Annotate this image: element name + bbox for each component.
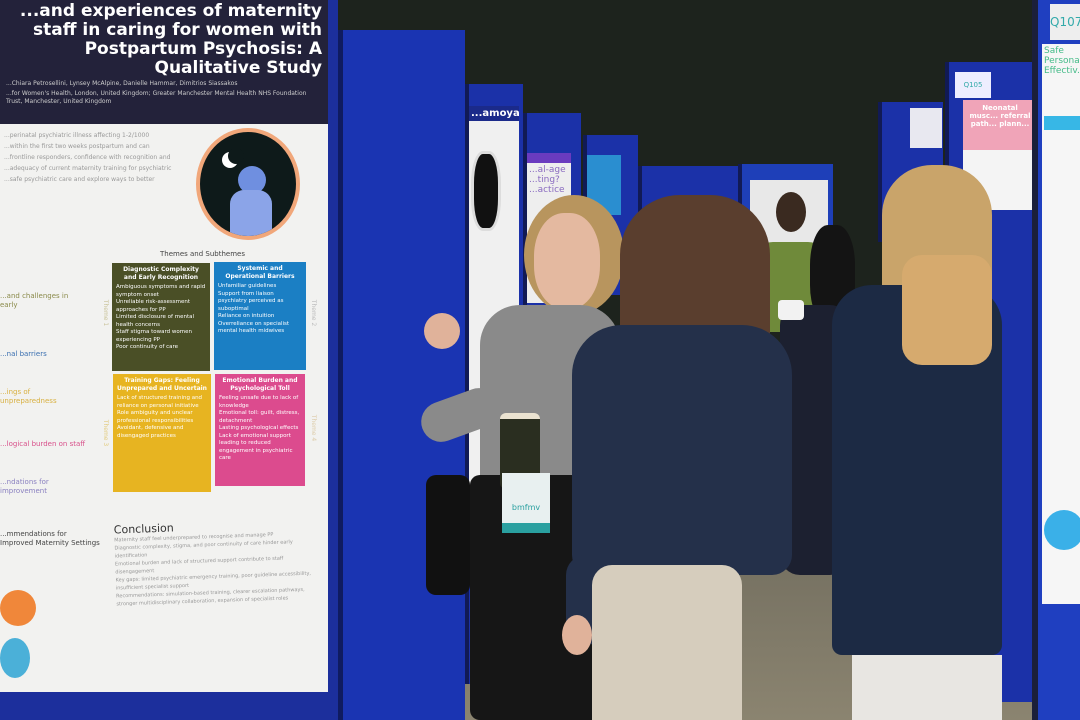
theme-item: Lasting psychological effects <box>219 425 299 431</box>
poster-title: ...and experiences of maternity staff in… <box>19 1 322 78</box>
name-badge: bmfmv <box>502 473 550 533</box>
theme-item: Reliance on intuition <box>218 313 275 319</box>
text-line: ...adequacy of current maternity trainin… <box>4 165 172 172</box>
theme-title: Diagnostic Complexity and Early Recognit… <box>123 266 199 281</box>
themes-heading: Themes and Subthemes <box>160 250 245 258</box>
face <box>534 213 600 309</box>
intro-text: ...perinatal psychiatric illness affecti… <box>4 130 188 185</box>
theme-item: Unfamiliar guidelines <box>218 283 277 289</box>
section-heading: ...nal barriers <box>0 350 47 358</box>
theme-item: Support from liaison psychiatry perceive… <box>218 290 284 312</box>
theme-title: Training Gaps: Feeling Unprepared and Un… <box>117 377 207 392</box>
trousers <box>592 565 742 720</box>
poster-title: Neonatal musc... referral path... plann.… <box>963 100 1037 150</box>
theme-item: Overreliance on specialist mental health… <box>218 320 290 335</box>
section-heading: ...mmendations for Improved Maternity Se… <box>0 530 100 547</box>
person-braided-hair <box>562 195 797 720</box>
text-line: ...safe psychiatric care and explore way… <box>4 176 155 183</box>
theme-3-box: Training Gaps: Feeling Unprepared and Un… <box>113 374 211 492</box>
theme-item: Poor continuity of care <box>116 344 179 350</box>
poster <box>910 108 942 148</box>
circle-graphic <box>0 638 30 678</box>
theme-item: Emotional toll: guilt, distress, detachm… <box>219 410 300 424</box>
hand <box>562 615 592 655</box>
person-blonde-coat <box>832 165 1032 720</box>
poster-authors: ...Chiara Petrosellini, Lynsey McAlpine,… <box>6 80 238 87</box>
theme-item: Lack of emotional support leading to red… <box>219 432 293 462</box>
poster-board: Q107 Safe Persona... Effectiv... <box>1032 0 1080 720</box>
poster: Safe Persona... Effectiv... <box>1042 44 1080 604</box>
poster-code: Q105 <box>955 72 991 98</box>
shoulder-bag <box>426 475 470 595</box>
theme-item: Feeling unsafe due to lack of knowledge <box>219 395 299 409</box>
theme-item: Avoidant, defensive and disengaged pract… <box>117 425 184 439</box>
scan-image <box>471 151 501 231</box>
hand <box>424 313 460 349</box>
theme-label: Theme 2 <box>310 299 318 327</box>
circle-graphic <box>0 590 36 626</box>
theme-label: Theme 3 <box>102 419 110 447</box>
mother-illustration <box>196 128 300 240</box>
section-heading: ...logical burden on staff <box>0 440 86 448</box>
text-line: ...perinatal psychiatric illness affecti… <box>4 132 150 139</box>
section-heading: ...ings of unpreparedness <box>0 388 57 405</box>
theme-item: Limited disclosure of mental health conc… <box>116 314 195 328</box>
theme-title: Emotional Burden and Psychological Toll <box>222 377 298 392</box>
theme-label: Theme 1 <box>102 299 110 327</box>
theme-1-box: Diagnostic Complexity and Early Recognit… <box>112 263 210 371</box>
theme-item: Unreliable risk-assessment approaches fo… <box>116 299 191 313</box>
poster-title: Safe Persona... Effectiv... <box>1044 46 1080 76</box>
cup <box>778 300 804 320</box>
theme-4-box: Emotional Burden and Psychological Toll … <box>215 374 305 486</box>
main-poster: ...and experiences of maternity staff in… <box>0 0 328 692</box>
poster-title: ...amoya <box>469 106 520 121</box>
text-line: ...frontline responders, confidence with… <box>4 154 171 161</box>
theme-item: Ambiguous symptoms and rapid symptom ons… <box>116 284 206 298</box>
poster-affiliations: ...for Women's Health, London, United Ki… <box>6 90 307 105</box>
theme-item: Lack of structured training and reliance… <box>117 395 203 409</box>
theme-item: Role ambiguity and unclear professional … <box>117 410 194 424</box>
section-heading: ...ndations for improvement <box>0 478 49 495</box>
conclusion-section: Conclusion Maternity staff feel underpre… <box>114 517 317 609</box>
poster-board <box>337 30 465 720</box>
theme-2-box: Systemic and Operational Barriers Unfami… <box>214 262 306 370</box>
figure <box>238 166 266 194</box>
section-heading: ...and challenges in early <box>0 292 69 309</box>
theme-title: Systemic and Operational Barriers <box>225 265 295 280</box>
poster-header: ...and experiences of maternity staff in… <box>0 0 328 124</box>
theme-item: Staff stigma toward women experiencing P… <box>116 329 192 343</box>
poster-code: Q107 <box>1050 4 1080 40</box>
text-line: ...within the first two weeks postpartum… <box>4 143 150 150</box>
theme-label: Theme 4 <box>310 414 318 442</box>
